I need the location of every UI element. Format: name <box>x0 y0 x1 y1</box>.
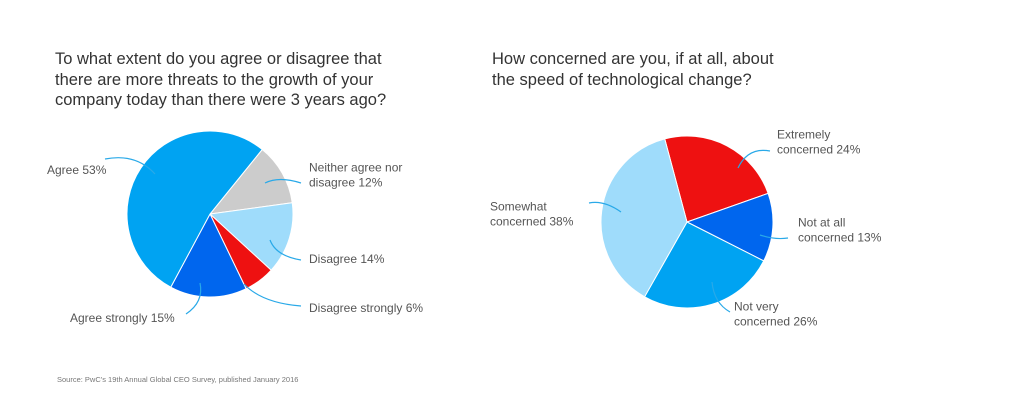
slice-label-line: Agree strongly 15% <box>70 311 175 325</box>
pie-slice <box>643 221 765 309</box>
leader-line <box>737 149 771 169</box>
pie-slice <box>208 148 293 215</box>
pie-slice <box>208 202 294 271</box>
leader-line <box>759 234 789 240</box>
leader-line <box>243 283 302 307</box>
slice-label: Neither agree nor disagree 12% <box>309 161 402 190</box>
slice-label: Not at all concerned 13% <box>798 216 882 245</box>
slice-label: Disagree 14% <box>309 252 385 266</box>
slice-label: Extremely concerned 24% <box>777 128 861 157</box>
title-line: company today than there were 3 years ag… <box>55 91 387 109</box>
pie-slice <box>170 212 247 298</box>
title-line: To what extent do you agree or disagree … <box>55 50 382 68</box>
chart-title: To what extent do you agree or disagree … <box>55 49 386 111</box>
pie-slice <box>685 192 774 262</box>
slice-label-line: disagree 12% <box>309 176 383 190</box>
slice-label: Agree strongly 15% <box>70 311 175 325</box>
chart-tech-change: How concerned are you, if at all, about … <box>480 0 1024 410</box>
slice-label-line: concerned 13% <box>798 231 882 245</box>
slice-label: Disagree strongly 6% <box>309 301 423 315</box>
leader-line <box>185 282 202 315</box>
leader-line <box>104 157 156 175</box>
slice-label-line: Somewhat <box>490 200 547 214</box>
slice-label-line: Not very <box>734 300 779 314</box>
slice-label-line: Agree 53% <box>47 163 107 177</box>
slice-label: Not very concerned 26% <box>734 300 818 329</box>
slice-label-line: concerned 26% <box>734 315 818 329</box>
leader-line <box>588 201 622 213</box>
slice-label-line: concerned 38% <box>490 215 574 229</box>
slice-label-line: Disagree 14% <box>309 252 385 266</box>
slice-label: Somewhat concerned 38% <box>490 200 574 229</box>
slice-label-line: Extremely <box>777 128 830 142</box>
title-line: there are more threats to the growth of … <box>55 70 374 89</box>
slice-label-line: concerned 24% <box>777 143 861 157</box>
leader-line <box>711 281 731 313</box>
chart-title: How concerned are you, if at all, about … <box>492 49 774 90</box>
leader-line <box>264 178 302 184</box>
leader-line <box>269 239 302 261</box>
pie-chart: Neither agree nor disagree 12% Disagree 14… <box>47 130 423 325</box>
slice-label: Agree 53% <box>47 163 107 177</box>
pie-slice <box>600 138 688 298</box>
pie-slice <box>664 135 769 223</box>
source-note: Source: PwC's 19th Annual Global CEO Sur… <box>57 375 299 384</box>
slice-label-line: Neither agree nor <box>309 161 402 175</box>
slice-label-line: Disagree strongly 6% <box>309 301 423 315</box>
pie-chart: Extremely concerned 24%Not at all concerne… <box>490 128 882 329</box>
slice-label-line: Not at all <box>798 216 845 230</box>
title-line: How concerned are you, if at all, about <box>492 50 774 68</box>
title-line: the speed of technological change? <box>492 70 752 89</box>
pie-slice <box>126 130 263 288</box>
chart-threats: To what extent do you agree or disagree … <box>0 0 480 410</box>
